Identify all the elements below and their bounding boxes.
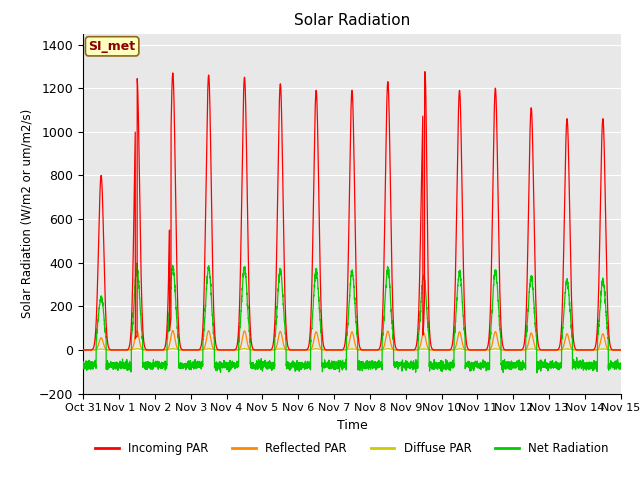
Diffuse PAR <box>176 347 184 353</box>
Incoming PAR <box>332 347 340 353</box>
Incoming PAR <box>421 69 429 74</box>
X-axis label: Time: Time <box>337 419 367 432</box>
Incoming PAR <box>176 340 184 346</box>
Y-axis label: Solar Radiation (W/m2 or um/m2/s): Solar Radiation (W/m2 or um/m2/s) <box>20 109 33 318</box>
Reflected PAR <box>176 347 184 353</box>
Reflected PAR <box>616 347 624 353</box>
Diffuse PAR <box>443 347 451 353</box>
Line: Net Radiation: Net Radiation <box>83 263 621 373</box>
Diffuse PAR <box>472 347 480 353</box>
Net Radiation <box>616 362 624 368</box>
Line: Incoming PAR: Incoming PAR <box>83 72 621 350</box>
Net Radiation <box>472 359 480 365</box>
Net Radiation <box>176 362 184 368</box>
Reflected PAR <box>443 347 451 353</box>
Net Radiation <box>133 260 141 266</box>
Incoming PAR <box>443 347 451 353</box>
Reflected PAR <box>79 347 87 353</box>
Text: SI_met: SI_met <box>88 40 136 53</box>
Reflected PAR <box>332 347 340 353</box>
Net Radiation <box>443 360 451 366</box>
Incoming PAR <box>472 347 480 353</box>
Line: Reflected PAR: Reflected PAR <box>83 331 621 350</box>
Incoming PAR <box>79 347 87 353</box>
Line: Diffuse PAR: Diffuse PAR <box>83 348 621 350</box>
Incoming PAR <box>616 347 624 353</box>
Diffuse PAR <box>169 346 177 351</box>
Diffuse PAR <box>616 347 624 353</box>
Diffuse PAR <box>503 347 511 353</box>
Net Radiation <box>332 362 340 368</box>
Net Radiation <box>617 360 625 366</box>
Reflected PAR <box>169 328 177 334</box>
Incoming PAR <box>503 347 511 353</box>
Reflected PAR <box>503 347 511 353</box>
Reflected PAR <box>472 347 480 353</box>
Diffuse PAR <box>79 347 87 353</box>
Reflected PAR <box>617 347 625 353</box>
Diffuse PAR <box>617 347 625 353</box>
Net Radiation <box>503 359 511 365</box>
Net Radiation <box>79 359 87 364</box>
Net Radiation <box>533 370 541 376</box>
Title: Solar Radiation: Solar Radiation <box>294 13 410 28</box>
Incoming PAR <box>617 347 625 353</box>
Legend: Incoming PAR, Reflected PAR, Diffuse PAR, Net Radiation: Incoming PAR, Reflected PAR, Diffuse PAR… <box>91 437 613 460</box>
Diffuse PAR <box>332 347 340 353</box>
